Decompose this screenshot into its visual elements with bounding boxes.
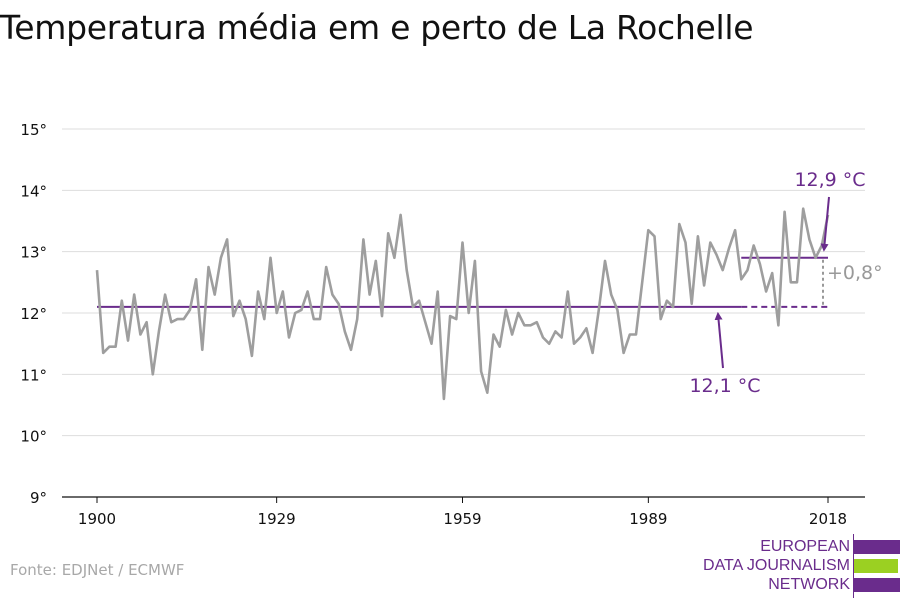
logo-line-european: EUROPEAN <box>760 538 850 555</box>
logo-bar-purple-top <box>854 540 900 554</box>
x-axis-ticks: 1900 1929 1959 1989 2018 <box>78 497 847 528</box>
logo-line-network: NETWORK <box>768 576 850 593</box>
temperature-series-line <box>95 207 830 401</box>
y-tick-label: 14° <box>20 182 47 200</box>
logo-line-data-journalism: DATA JOURNALISM <box>703 557 850 574</box>
logo-bar-purple-bottom <box>854 578 900 592</box>
x-tick-label: 1959 <box>443 510 481 528</box>
annotations: 12,9 °C 12,1 °C +0,8° <box>689 169 882 397</box>
x-tick-label: 1900 <box>78 510 116 528</box>
y-tick-label: 15° <box>20 121 47 139</box>
x-tick-label: 2018 <box>809 510 847 528</box>
difference-label: +0,8° <box>827 262 883 284</box>
logo-divider <box>853 534 854 598</box>
y-tick-label: 9° <box>30 489 47 507</box>
recent-arrow <box>820 196 830 252</box>
source-credit: Fonte: EDJNet / ECMWF <box>10 561 185 579</box>
recent-average-label: 12,9 °C <box>794 169 865 191</box>
page-title: Temperatura média em e perto de La Roche… <box>0 8 754 47</box>
series-layer <box>95 207 830 401</box>
y-tick-label: 11° <box>20 366 47 384</box>
baseline-arrow <box>714 311 724 369</box>
y-tick-label: 12° <box>20 305 47 323</box>
logo-bar-green <box>854 559 898 573</box>
y-tick-label: 13° <box>20 244 47 262</box>
y-axis-ticks: 9° 10° 11° 12° 13° 14° 15° <box>20 121 47 507</box>
baseline-average-label: 12,1 °C <box>689 375 760 397</box>
x-tick-label: 1929 <box>258 510 296 528</box>
y-tick-label: 10° <box>20 428 47 446</box>
edjnet-logo: EUROPEAN DATA JOURNALISM NETWORK <box>700 532 900 600</box>
x-tick-label: 1989 <box>629 510 667 528</box>
